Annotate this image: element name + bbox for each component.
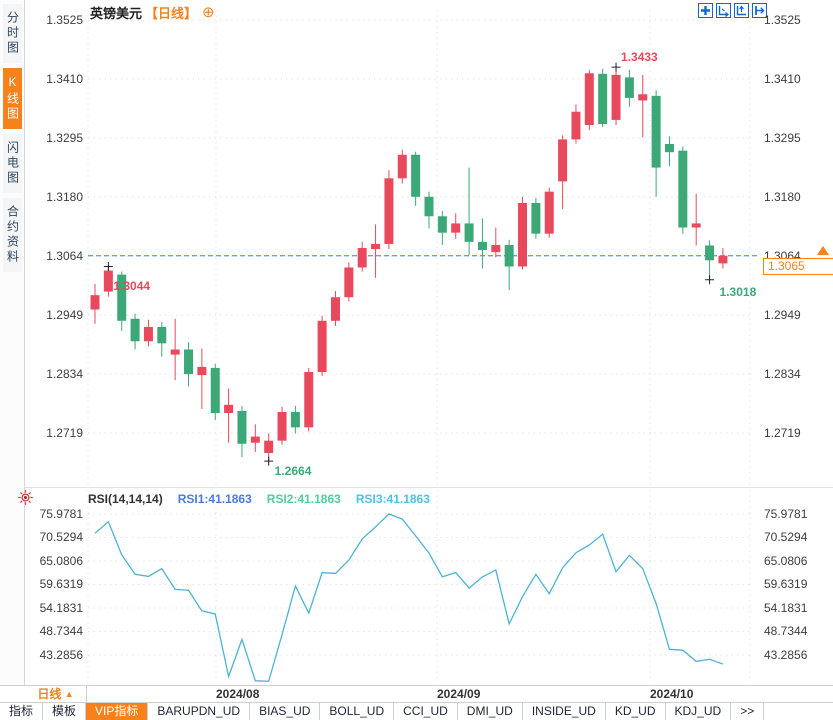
panel-separator: [25, 487, 833, 488]
tab-indicators[interactable]: 指标: [0, 703, 44, 720]
annotation-label: 1.3044: [113, 279, 151, 294]
axis-label: 1.3525: [764, 13, 801, 27]
axis-label: 1.2834: [764, 367, 801, 382]
tab-cci-ud[interactable]: CCI_UD: [394, 703, 458, 720]
annotation-label: 1.3018: [719, 284, 757, 299]
date-label: 2024/09: [437, 687, 481, 701]
rsi-title: RSI(14,14,14): [88, 492, 163, 506]
current-price-box: 1.3065: [763, 257, 833, 275]
tab-barupdn-ud[interactable]: BARUPDN_UD: [148, 703, 251, 720]
axis-label: 70.5294: [764, 530, 808, 545]
axis-label: 65.0806: [39, 554, 83, 568]
chart-toolbar: [698, 3, 767, 18]
annotation-label: 1.2664: [274, 464, 312, 479]
rsi-header: RSI(14,14,14) RSI1:41.1863 RSI2:41.1863 …: [88, 492, 430, 506]
fit-x-axis-icon[interactable]: [716, 3, 731, 18]
axis-label: 1.2949: [46, 308, 83, 323]
annotation-label: 1.3433: [621, 50, 658, 65]
crosshair-icon[interactable]: [698, 3, 713, 18]
axis-label: 54.1831: [764, 601, 808, 615]
rsi2-value: RSI2:41.1863: [266, 492, 341, 506]
tab-inside-ud[interactable]: INSIDE_UD: [523, 703, 606, 720]
pan-right-icon[interactable]: [752, 3, 767, 18]
period-selector[interactable]: 日线 ▲: [25, 686, 87, 702]
sidebar-item-time-share-chart[interactable]: 分时图: [2, 4, 22, 63]
period-selector-label: 日线: [37, 687, 62, 701]
axis-label: 43.2856: [764, 648, 808, 662]
current-price-arrow-icon: [817, 245, 829, 255]
indicator-settings-icon[interactable]: [17, 489, 34, 506]
tab-bias-ud[interactable]: BIAS_UD: [250, 703, 321, 720]
axis-label: 65.0806: [764, 554, 808, 568]
tab-vip-indicators[interactable]: VIP指标: [86, 703, 149, 720]
axis-label: 59.6319: [764, 577, 808, 592]
rsi3-value: RSI3:41.1863: [355, 492, 430, 506]
tab-templates[interactable]: 模板: [43, 703, 87, 720]
x-axis-strip: 日线 ▲ 2024/08 2024/09 2024/10: [0, 685, 833, 703]
sidebar-item-candlestick-chart[interactable]: K线图: [2, 68, 22, 129]
axis-label: 1.3180: [764, 189, 801, 204]
sidebar-item-contract-info[interactable]: 合约资料: [2, 198, 22, 272]
chart-canvas[interactable]: [0, 0, 833, 686]
chart-title-bar: 英镑美元 【日线】 ⊕: [90, 3, 215, 22]
sidebar-item-flash-chart[interactable]: 闪电图: [2, 134, 22, 193]
axis-label: 70.5294: [39, 530, 83, 545]
axis-label: 1.2949: [764, 308, 801, 323]
axis-label: 1.3525: [46, 13, 83, 27]
period-selector-arrow-icon: ▲: [64, 689, 74, 699]
axis-label: 59.6319: [39, 577, 83, 592]
axis-label: 75.9781: [39, 507, 83, 521]
tab-kd-ud[interactable]: KD_UD: [606, 703, 666, 720]
tab-more[interactable]: >>: [731, 703, 765, 720]
date-label: 2024/08: [216, 687, 260, 701]
period-badge[interactable]: 【日线】: [145, 6, 198, 21]
tab-dmi-ud[interactable]: DMI_UD: [458, 703, 523, 720]
axis-label: 1.3295: [46, 130, 83, 145]
axis-label: 48.7344: [39, 624, 83, 639]
axis-label: 43.2856: [39, 648, 83, 662]
indicator-tab-bar: 指标 模板 VIP指标 BARUPDN_UD BIAS_UD BOLL_UD CCI_UD D…: [0, 703, 833, 720]
date-label: 2024/10: [650, 687, 694, 701]
fit-y-axis-icon[interactable]: [734, 3, 749, 18]
axis-label: 75.9781: [764, 507, 808, 521]
add-indicator-icon[interactable]: ⊕: [202, 4, 215, 21]
rsi1-value: RSI1:41.1863: [177, 492, 252, 506]
axis-label: 1.2719: [46, 426, 83, 440]
tab-kdj-ud[interactable]: KDJ_UD: [666, 703, 732, 720]
chart-type-sidebar: 分时图 K线图闪电图合约资料: [0, 0, 25, 686]
axis-label: 1.2719: [764, 426, 801, 440]
tab-boll-ud[interactable]: BOLL_UD: [320, 703, 395, 720]
axis-label: 1.3180: [46, 189, 83, 204]
axis-label: 54.1831: [39, 601, 83, 615]
symbol-name: 英镑美元: [90, 6, 143, 21]
axis-label: 1.2834: [46, 367, 83, 382]
axis-label: 48.7344: [764, 624, 808, 639]
axis-label: 1.3410: [46, 71, 83, 86]
axis-label: 1.3064: [46, 249, 83, 264]
axis-label: 1.3295: [764, 130, 801, 145]
axis-label: 1.3410: [764, 71, 801, 86]
